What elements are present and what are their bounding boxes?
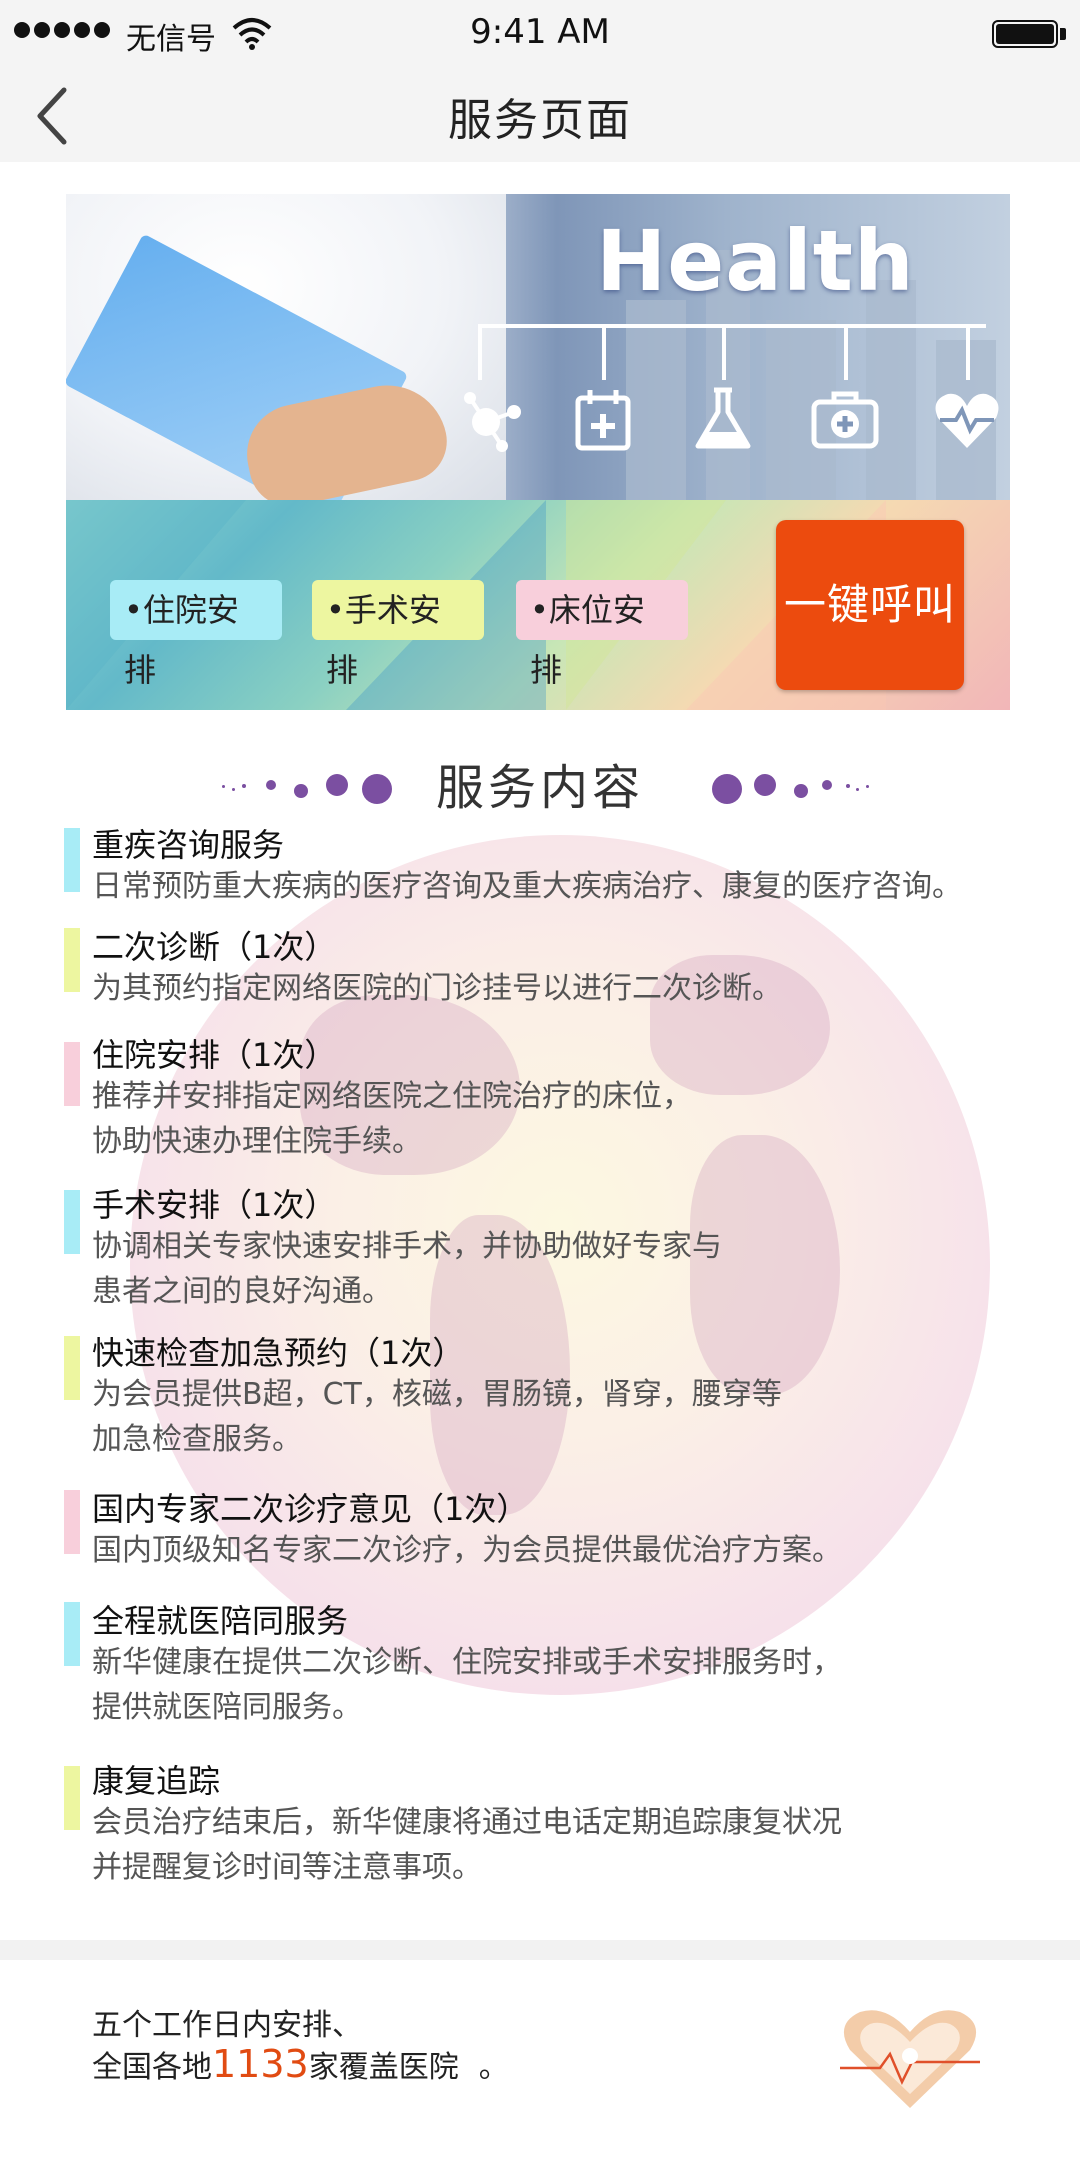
tag-bed[interactable]: •床位安排: [516, 580, 688, 689]
service-desc: 加急检查服务。: [92, 1422, 302, 1457]
molecule-icon: [464, 392, 521, 452]
service-desc: 提供就医陪同服务。: [92, 1690, 362, 1725]
service-desc: 为其预约指定网络医院的门诊挂号以进行二次诊断。: [92, 971, 782, 1006]
tag-surgery[interactable]: •手术安排: [312, 580, 484, 689]
footer-end: 。: [478, 2050, 509, 2085]
tag-hospitalization[interactable]: •住院安排: [110, 580, 282, 689]
signal-icon: [14, 22, 110, 38]
calendar-icon: [575, 390, 631, 451]
service-desc: 国内顶级知名专家二次诊疗，为会员提供最优治疗方案。: [92, 1533, 842, 1568]
footer-line-2: 全国各地 1133 家覆盖医院 。: [92, 2042, 509, 2086]
carrier-label: 无信号: [126, 22, 216, 57]
service-desc: 患者之间的良好沟通。: [92, 1274, 392, 1309]
heart-hands-icon: [840, 2010, 980, 2108]
status-bar: 无信号 9:41 AM: [0, 0, 1080, 70]
one-key-call-button[interactable]: 一键呼叫: [776, 520, 964, 690]
service-title: 快速检查加急预约（1次）: [92, 1334, 465, 1372]
battery-icon: [992, 20, 1058, 48]
banner-image: Health: [66, 194, 1010, 525]
service-title: 二次诊断（1次）: [92, 928, 337, 966]
list-item-marker: [64, 1490, 80, 1554]
list-item-marker: [64, 1336, 80, 1400]
service-desc: 并提醒复诊时间等注意事项。: [92, 1850, 482, 1885]
service-title: 国内专家二次诊疗意见（1次）: [92, 1490, 529, 1528]
service-title: 康复追踪: [92, 1762, 221, 1800]
list-item-marker: [64, 1190, 80, 1254]
list-item-marker: [64, 1042, 80, 1106]
service-desc: 为会员提供B超，CT，核磁，胃肠镜，肾穿，腰穿等: [92, 1377, 782, 1412]
flask-icon: [695, 387, 751, 449]
service-title: 重疾咨询服务: [92, 826, 285, 864]
heart-pulse-icon: [935, 393, 999, 448]
banner-headline: Health: [596, 212, 915, 310]
service-desc: 日常预防重大疾病的医疗咨询及重大疾病治疗、康复的医疗咨询。: [92, 869, 962, 904]
status-time: 9:41 AM: [470, 12, 610, 52]
nav-bar: 服务页面: [0, 70, 1080, 162]
section-title: 服务内容: [435, 760, 644, 816]
service-desc: 协调相关专家快速安排手术，并协助做好专家与: [92, 1229, 722, 1264]
service-title: 住院安排（1次）: [92, 1036, 337, 1074]
hospital-count: 1133: [212, 2042, 309, 2086]
health-banner: Health: [66, 194, 1010, 710]
page-title: 服务页面: [448, 95, 632, 146]
first-aid-kit-icon: [811, 391, 879, 449]
footer-line-1: 五个工作日内安排、: [92, 2008, 362, 2043]
globe-illustration: [130, 835, 990, 1695]
decorative-dots-right: [706, 766, 896, 806]
list-item-marker: [64, 1602, 80, 1666]
service-desc: 推荐并安排指定网络医院之住院治疗的床位，: [92, 1079, 692, 1114]
battery-tip: [1060, 28, 1066, 40]
decorative-dots-left: [222, 766, 412, 806]
wifi-icon: [232, 18, 272, 50]
service-title: 手术安排（1次）: [92, 1186, 337, 1224]
service-title: 全程就医陪同服务: [92, 1602, 349, 1640]
service-desc: 协助快速办理住院手续。: [92, 1124, 422, 1159]
list-item-marker: [64, 1766, 80, 1830]
banner-tag-area: •住院安排 •手术安排 •床位安排 一键呼叫: [66, 500, 1010, 710]
list-item-marker: [64, 928, 80, 992]
service-desc: 会员治疗结束后，新华健康将通过电话定期追踪康复状况: [92, 1805, 842, 1840]
service-desc: 新华健康在提供二次诊断、住院安排或手术安排服务时，: [92, 1645, 842, 1680]
list-item-marker: [64, 828, 80, 892]
footer-prefix: 全国各地: [92, 2050, 212, 2085]
section-heading: 服务内容: [0, 748, 1080, 818]
footer-suffix: 家覆盖医院: [308, 2050, 459, 2085]
footer-divider: [0, 1940, 1080, 1960]
back-chevron-icon[interactable]: [30, 84, 74, 148]
